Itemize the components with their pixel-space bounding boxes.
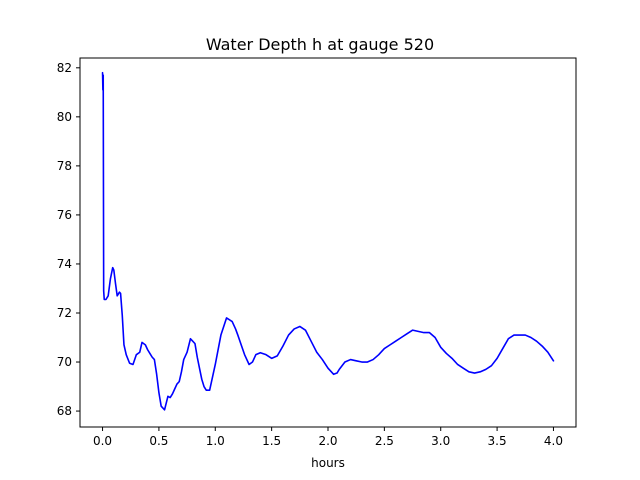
- x-tick-label: 4.0: [544, 434, 563, 448]
- y-tick-label: 70: [57, 355, 72, 369]
- y-tick-label: 78: [57, 159, 72, 173]
- y-tick-label: 72: [57, 306, 72, 320]
- x-tick-label: 2.5: [375, 434, 394, 448]
- y-tick-label: 74: [57, 257, 72, 271]
- x-tick-label: 2.0: [318, 434, 337, 448]
- chart-title: Water Depth h at gauge 520: [206, 35, 434, 54]
- x-axis: 0.0 0.5 1.0 1.5 2.0 2.5 3.0 3.5 4.0: [93, 427, 563, 448]
- x-tick-label: 3.0: [431, 434, 450, 448]
- x-tick-label: 0.0: [93, 434, 112, 448]
- x-tick-label: 1.0: [206, 434, 225, 448]
- y-tick-label: 68: [57, 404, 72, 418]
- y-tick-label: 80: [57, 110, 72, 124]
- y-axis: 68 70 72 74 76 78 80 82: [57, 61, 80, 418]
- x-tick-label: 1.5: [262, 434, 281, 448]
- x-axis-label: hours: [311, 456, 345, 470]
- x-tick-label: 0.5: [149, 434, 168, 448]
- y-tick-label: 76: [57, 208, 72, 222]
- y-tick-label: 82: [57, 61, 72, 75]
- series-layer: [101, 71, 555, 411]
- x-tick-label: 3.5: [488, 434, 507, 448]
- series-line: [101, 71, 555, 411]
